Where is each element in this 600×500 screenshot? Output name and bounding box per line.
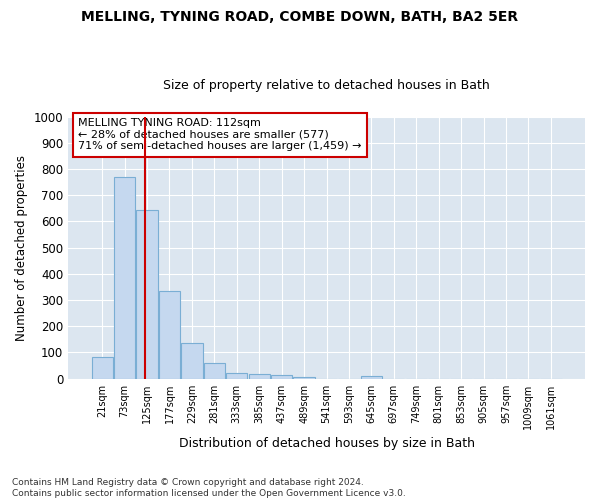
Bar bbox=[271, 376, 292, 378]
Bar bbox=[181, 342, 203, 378]
X-axis label: Distribution of detached houses by size in Bath: Distribution of detached houses by size … bbox=[179, 437, 475, 450]
Bar bbox=[248, 374, 270, 378]
Bar bbox=[293, 376, 315, 378]
Bar bbox=[204, 363, 225, 378]
Bar bbox=[361, 376, 382, 378]
Bar bbox=[136, 210, 158, 378]
Title: Size of property relative to detached houses in Bath: Size of property relative to detached ho… bbox=[163, 79, 490, 92]
Text: MELLING, TYNING ROAD, COMBE DOWN, BATH, BA2 5ER: MELLING, TYNING ROAD, COMBE DOWN, BATH, … bbox=[82, 10, 518, 24]
Bar bbox=[92, 357, 113, 378]
Y-axis label: Number of detached properties: Number of detached properties bbox=[15, 154, 28, 340]
Bar bbox=[159, 292, 180, 378]
Text: Contains HM Land Registry data © Crown copyright and database right 2024.
Contai: Contains HM Land Registry data © Crown c… bbox=[12, 478, 406, 498]
Bar bbox=[114, 177, 135, 378]
Bar bbox=[226, 374, 247, 378]
Text: MELLING TYNING ROAD: 112sqm
← 28% of detached houses are smaller (577)
71% of se: MELLING TYNING ROAD: 112sqm ← 28% of det… bbox=[79, 118, 362, 152]
